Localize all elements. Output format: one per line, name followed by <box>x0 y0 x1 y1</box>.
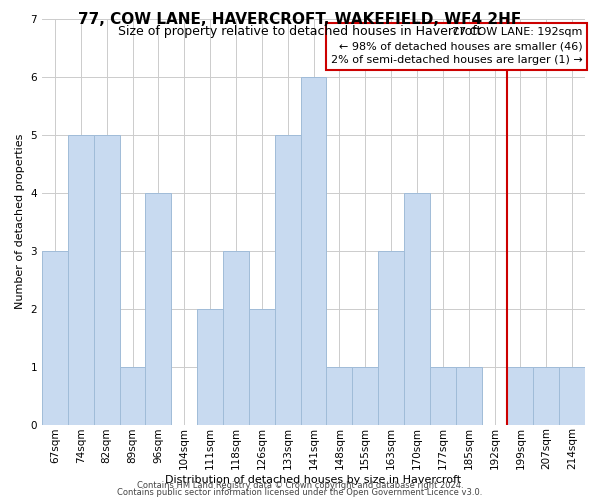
Bar <box>119 366 145 424</box>
Bar <box>223 250 249 424</box>
Text: Size of property relative to detached houses in Havercroft: Size of property relative to detached ho… <box>118 25 482 38</box>
Bar <box>145 193 172 424</box>
Bar <box>326 366 352 424</box>
Bar <box>42 250 68 424</box>
Text: 77, COW LANE, HAVERCROFT, WAKEFIELD, WF4 2HF: 77, COW LANE, HAVERCROFT, WAKEFIELD, WF4… <box>79 12 521 28</box>
Text: Contains public sector information licensed under the Open Government Licence v3: Contains public sector information licen… <box>118 488 482 497</box>
Text: 77 COW LANE: 192sqm
← 98% of detached houses are smaller (46)
2% of semi-detache: 77 COW LANE: 192sqm ← 98% of detached ho… <box>331 27 582 65</box>
Bar <box>378 250 404 424</box>
Bar <box>68 135 94 424</box>
Bar <box>559 366 585 424</box>
Bar <box>301 77 326 424</box>
Bar <box>404 193 430 424</box>
Bar <box>456 366 482 424</box>
Bar <box>275 135 301 424</box>
Bar <box>430 366 456 424</box>
X-axis label: Distribution of detached houses by size in Havercroft: Distribution of detached houses by size … <box>166 475 461 485</box>
Bar <box>249 308 275 424</box>
Bar <box>352 366 378 424</box>
Bar <box>533 366 559 424</box>
Bar <box>197 308 223 424</box>
Bar <box>94 135 119 424</box>
Bar <box>508 366 533 424</box>
Y-axis label: Number of detached properties: Number of detached properties <box>15 134 25 310</box>
Text: Contains HM Land Registry data © Crown copyright and database right 2024.: Contains HM Land Registry data © Crown c… <box>137 481 463 490</box>
